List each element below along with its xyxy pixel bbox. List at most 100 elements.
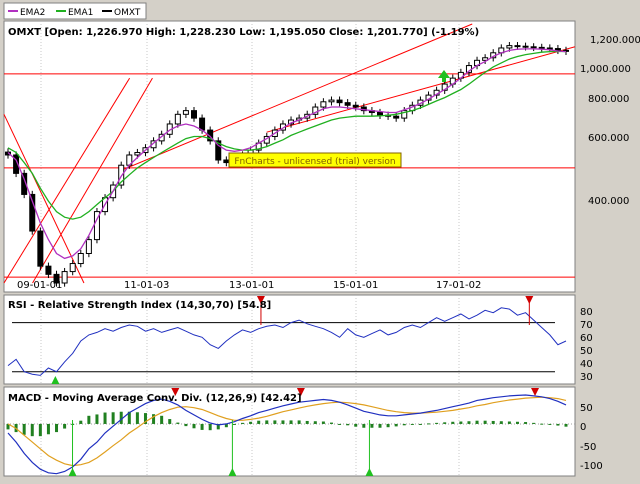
macd-histogram-bar	[63, 423, 67, 429]
candle-body	[53, 273, 60, 284]
candle-body	[538, 46, 545, 49]
macd-histogram-bar	[321, 421, 325, 424]
price-ytick-1000: 1,000.000	[580, 64, 631, 75]
macd-histogram-bar	[168, 419, 172, 424]
macd-histogram-bar	[143, 413, 147, 424]
macd-histogram-bar	[184, 423, 188, 427]
macd-histogram-bar	[38, 423, 42, 437]
candle-body	[393, 115, 400, 119]
macd-histogram-bar	[386, 423, 390, 428]
macd-histogram-bar	[297, 420, 301, 424]
candle-body	[158, 133, 165, 142]
price-y-axis: 1,200.000 1,000.000 800.000 600.000 400.…	[580, 35, 640, 207]
rsi-ytick-30: 30	[580, 372, 593, 383]
candle-body	[134, 152, 141, 156]
rsi-ytick-70: 70	[580, 320, 593, 331]
candle-body	[77, 252, 84, 265]
macd-histogram-bar	[119, 411, 123, 424]
macd-ytick-50: 50	[580, 403, 593, 414]
candle-body	[352, 104, 359, 108]
macd-histogram-bar	[6, 423, 10, 430]
macd-histogram-bar	[46, 423, 50, 435]
rsi-ytick-80: 80	[580, 307, 593, 318]
candle-body	[482, 57, 489, 61]
candle-body	[401, 110, 408, 119]
macd-histogram-bar	[556, 423, 560, 426]
rsi-ytick-60: 60	[580, 333, 593, 344]
macd-histogram-bar	[79, 420, 83, 424]
candle-body	[215, 140, 222, 161]
macd-y-axis: 50 0 -50 -100	[580, 403, 603, 472]
macd-histogram-bar	[208, 423, 212, 431]
macd-histogram-bar	[394, 423, 398, 427]
rsi-y-axis: 80 70 60 50 40 30	[580, 307, 593, 383]
rsi-ytick-50: 50	[580, 346, 593, 357]
rsi-panel-bg	[3, 294, 576, 385]
rsi-plot-layer	[7, 296, 567, 384]
candle-body	[37, 230, 44, 267]
rsi-sell-arrow	[256, 296, 265, 304]
macd-histogram-bar	[200, 423, 204, 430]
candle-body	[29, 193, 36, 232]
steep-trendline-2	[3, 114, 85, 284]
macd-buy-arrow	[68, 468, 77, 476]
macd-histogram-bar	[362, 423, 366, 428]
macd-histogram-bar	[467, 421, 471, 424]
macd-ytick-minus100: -100	[580, 461, 603, 472]
macd-histogram-bar	[265, 420, 269, 424]
candle-body	[207, 129, 214, 142]
candle-body	[45, 265, 52, 275]
macd-histogram-bar	[55, 423, 59, 433]
ema2-line	[7, 48, 567, 260]
candle-body	[320, 101, 327, 108]
candle-body	[514, 45, 521, 48]
macd-histogram-bar	[273, 420, 277, 424]
macd-buy-arrow	[365, 468, 374, 476]
price-buy-arrow	[438, 70, 450, 82]
rsi-buy-arrow	[51, 376, 60, 384]
macd-signal-line	[7, 396, 567, 467]
candle-body	[336, 99, 343, 104]
macd-histogram-bar	[346, 423, 350, 426]
candle-body	[506, 45, 513, 49]
macd-histogram-bar	[548, 423, 552, 425]
candle-body	[546, 47, 553, 50]
xtick-09-01-01: 09-01-01	[17, 280, 62, 291]
candle-body	[182, 110, 189, 115]
macd-histogram-bar	[524, 422, 528, 424]
macd-histogram-bar	[475, 420, 479, 424]
macd-histogram-bar	[418, 423, 422, 425]
candle-body	[5, 151, 11, 156]
ema1-line	[7, 50, 567, 220]
legend-box	[3, 2, 147, 20]
macd-histogram-bar	[257, 420, 261, 424]
macd-histogram-bar	[443, 422, 447, 424]
xtick-17-01-02: 17-01-02	[436, 280, 481, 291]
macd-histogram-bar	[378, 423, 382, 428]
price-ytick-600: 600.000	[588, 133, 629, 144]
macd-histogram-bar	[370, 423, 374, 428]
macd-histogram-bar	[507, 421, 511, 424]
steep-trendline-1	[32, 77, 153, 284]
macd-histogram-bar	[135, 412, 139, 424]
macd-histogram-bar	[152, 414, 156, 424]
macd-histogram-bar	[540, 423, 544, 425]
macd-histogram-bar	[329, 422, 333, 424]
macd-histogram-bar	[127, 411, 131, 424]
candle-body	[69, 263, 76, 273]
candle-body	[85, 239, 92, 254]
macd-histogram-bar	[289, 420, 293, 424]
macd-histogram-bar	[564, 423, 568, 427]
legend-label-omxt: OMXT	[114, 8, 141, 18]
macd-histogram-bar	[515, 421, 519, 424]
macd-histogram-bar	[459, 421, 463, 424]
macd-ytick-0: 0	[580, 422, 586, 433]
xtick-11-01-03: 11-01-03	[124, 280, 169, 291]
macd-histogram-bar	[313, 421, 317, 424]
price-ytick-400: 400.000	[588, 196, 629, 207]
rsi-ytick-40: 40	[580, 359, 593, 370]
price-ytick-1200: 1,200.000	[590, 35, 640, 46]
macd-histogram-bar	[103, 412, 107, 424]
macd-histogram-bar	[176, 422, 180, 424]
macd-histogram-bar	[354, 423, 358, 427]
